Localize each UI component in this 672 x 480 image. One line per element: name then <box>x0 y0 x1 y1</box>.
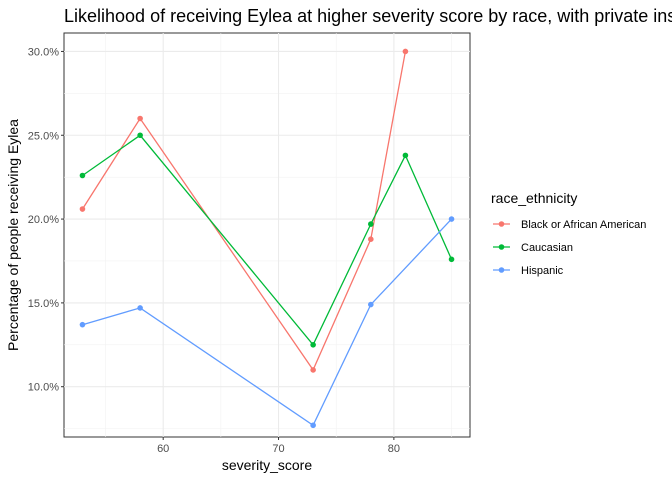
data-point <box>448 256 455 263</box>
data-point <box>137 305 143 311</box>
x-axis: 60 70 80 <box>157 437 400 455</box>
y-axis-title: Percentage of people receiving Eylea <box>5 119 21 351</box>
y-tick-label: 20.0% <box>28 214 59 226</box>
legend-items: Black or African American Caucasian Hispan… <box>493 219 646 277</box>
data-point <box>368 236 374 242</box>
data-point <box>137 132 143 139</box>
legend-item: Caucasian <box>493 242 573 254</box>
data-point <box>310 422 316 429</box>
grid-lines <box>64 33 470 437</box>
y-tick-label: 30.0% <box>28 46 59 58</box>
legend-item: Black or African American <box>493 219 646 231</box>
data-point <box>79 172 86 179</box>
data-point <box>79 206 86 212</box>
data-point <box>310 367 316 373</box>
y-tick-label: 15.0% <box>28 298 59 310</box>
y-tick-label: 25.0% <box>28 130 59 142</box>
series-line <box>82 134 453 346</box>
legend-key-point <box>498 221 505 227</box>
chart-title: Likelihood of receiving Eylea at higher … <box>64 6 672 26</box>
legend-label: Hispanic <box>521 265 564 277</box>
legend-label: Black or African American <box>521 219 646 231</box>
legend-label: Caucasian <box>521 242 573 254</box>
data-point <box>402 152 409 159</box>
y-tick-label: 10.0% <box>28 382 59 394</box>
x-axis-title: severity_score <box>222 457 312 473</box>
x-tick-label: 70 <box>272 443 284 455</box>
y-axis: 10.0% 15.0% 20.0% 25.0% 30.0% <box>28 46 64 394</box>
legend: race_ethnicity Black or African American… <box>491 190 646 277</box>
data-point <box>448 216 455 222</box>
data-point <box>310 342 316 348</box>
legend-item: Hispanic <box>493 265 564 277</box>
series-1 <box>79 132 455 348</box>
legend-title: race_ethnicity <box>491 190 577 206</box>
plot-panel <box>63 32 471 438</box>
series-layer <box>79 48 455 429</box>
data-point <box>368 221 374 227</box>
legend-key-point <box>498 244 505 250</box>
data-point <box>368 301 374 308</box>
data-point <box>402 48 409 55</box>
data-point <box>137 115 143 122</box>
series-2 <box>79 216 455 429</box>
x-tick-label: 60 <box>157 443 169 455</box>
x-tick-label: 80 <box>388 443 400 455</box>
legend-key-point <box>498 267 505 273</box>
data-point <box>79 321 86 328</box>
